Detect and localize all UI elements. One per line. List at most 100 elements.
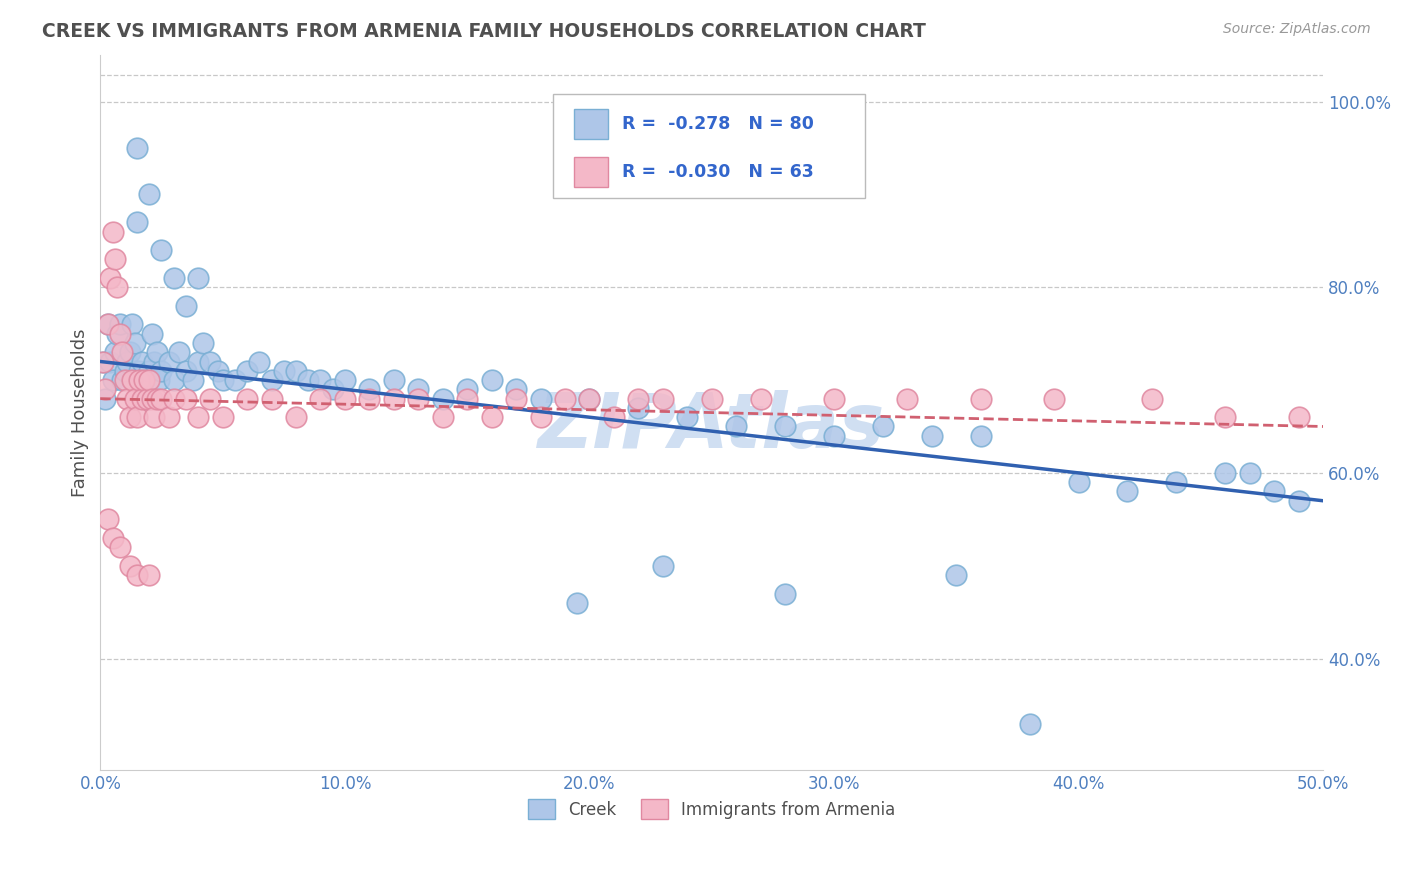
Point	[481, 373, 503, 387]
Point	[627, 401, 650, 415]
Point	[578, 392, 600, 406]
Point	[224, 373, 246, 387]
Point	[134, 373, 156, 387]
Point	[333, 392, 356, 406]
Point	[273, 364, 295, 378]
Point	[529, 392, 551, 406]
Point	[108, 318, 131, 332]
Point	[150, 243, 173, 257]
Point	[627, 392, 650, 406]
Point	[1140, 392, 1163, 406]
Point	[114, 373, 136, 387]
Point	[700, 392, 723, 406]
Point	[141, 326, 163, 341]
Point	[187, 271, 209, 285]
Point	[823, 392, 845, 406]
Point	[101, 531, 124, 545]
Point	[333, 373, 356, 387]
Point	[111, 345, 134, 359]
Point	[143, 354, 166, 368]
Point	[125, 215, 148, 229]
Point	[107, 326, 129, 341]
Point	[773, 586, 796, 600]
Point	[309, 373, 332, 387]
Point	[676, 410, 699, 425]
Point	[101, 225, 124, 239]
Point	[124, 392, 146, 406]
Point	[174, 299, 197, 313]
Point	[603, 410, 626, 425]
Point	[91, 354, 114, 368]
Point	[145, 392, 167, 406]
FancyBboxPatch shape	[553, 95, 865, 198]
FancyBboxPatch shape	[574, 157, 607, 187]
Point	[1213, 410, 1236, 425]
Point	[432, 392, 454, 406]
Point	[94, 392, 117, 406]
Point	[138, 568, 160, 582]
Point	[567, 596, 589, 610]
Point	[945, 568, 967, 582]
Point	[211, 410, 233, 425]
Point	[247, 354, 270, 368]
Point	[104, 252, 127, 267]
Point	[148, 373, 170, 387]
Point	[125, 410, 148, 425]
Point	[141, 392, 163, 406]
Point	[285, 364, 308, 378]
Point	[157, 410, 180, 425]
Point	[91, 354, 114, 368]
Point	[121, 318, 143, 332]
Point	[107, 280, 129, 294]
Point	[406, 383, 429, 397]
Point	[1213, 466, 1236, 480]
Point	[138, 364, 160, 378]
Point	[1067, 475, 1090, 490]
Point	[382, 392, 405, 406]
Point	[135, 392, 157, 406]
Point	[131, 354, 153, 368]
Point	[481, 410, 503, 425]
Point	[117, 392, 139, 406]
Point	[456, 392, 478, 406]
Point	[134, 373, 156, 387]
Point	[108, 540, 131, 554]
Point	[322, 383, 344, 397]
Text: R =  -0.278   N = 80: R = -0.278 N = 80	[623, 115, 814, 133]
Point	[163, 373, 186, 387]
Point	[150, 392, 173, 406]
Point	[187, 354, 209, 368]
Point	[143, 410, 166, 425]
Point	[181, 373, 204, 387]
Point	[131, 392, 153, 406]
Point	[157, 354, 180, 368]
Point	[108, 326, 131, 341]
Point	[896, 392, 918, 406]
Point	[145, 345, 167, 359]
Point	[359, 392, 381, 406]
Point	[651, 392, 673, 406]
Point	[124, 335, 146, 350]
FancyBboxPatch shape	[574, 109, 607, 139]
Point	[505, 383, 527, 397]
Point	[163, 392, 186, 406]
Point	[211, 373, 233, 387]
Point	[97, 512, 120, 526]
Point	[97, 318, 120, 332]
Point	[101, 373, 124, 387]
Point	[970, 392, 993, 406]
Point	[138, 373, 160, 387]
Point	[98, 354, 121, 368]
Point	[285, 410, 308, 425]
Point	[236, 392, 259, 406]
Point	[309, 392, 332, 406]
Point	[297, 373, 319, 387]
Point	[1116, 484, 1139, 499]
Point	[135, 392, 157, 406]
Point	[167, 345, 190, 359]
Point	[970, 429, 993, 443]
Point	[94, 383, 117, 397]
Point	[725, 419, 748, 434]
Point	[128, 373, 150, 387]
Point	[773, 419, 796, 434]
